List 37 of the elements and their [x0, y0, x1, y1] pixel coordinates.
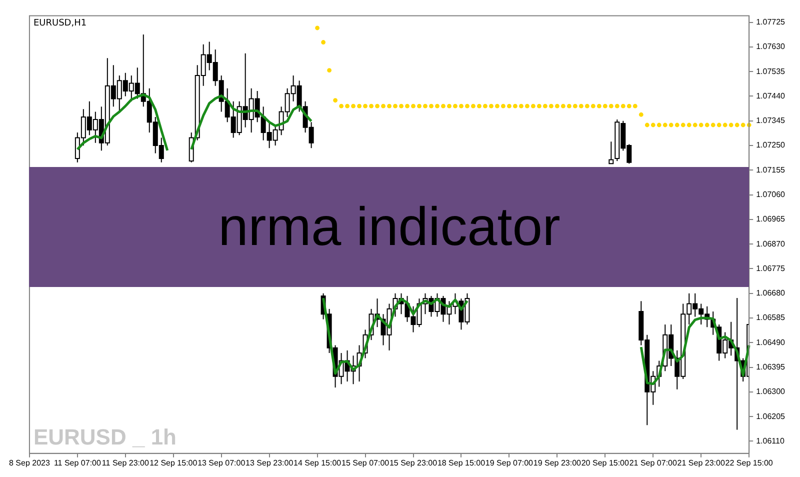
y-tick-label: 1.06110 [756, 436, 785, 446]
y-tick-label: 1.06775 [756, 264, 786, 273]
x-tick-label: 15 Sep 07:00 [341, 458, 390, 468]
x-tick-label: 21 Sep 23:00 [677, 458, 726, 468]
y-tick-label: 1.07440 [756, 91, 786, 100]
y-tick-label: 1.06870 [756, 239, 786, 248]
y-tick-label: 1.06395 [756, 362, 786, 372]
y-tick-label: 1.07535 [756, 66, 786, 76]
y-tick-label: 1.07630 [756, 42, 786, 52]
y-tick-label: 1.07250 [756, 140, 786, 150]
x-tick-label: 21 Sep 07:00 [629, 458, 678, 468]
y-tick-label: 1.07725 [756, 17, 786, 26]
y-tick-label: 1.07060 [756, 190, 786, 199]
x-tick-label: 11 Sep 07:00 [54, 458, 102, 468]
x-tick-label: 20 Sep 15:00 [581, 458, 630, 468]
y-tick-label: 1.06490 [756, 338, 786, 347]
y-tick-label: 1.06585 [756, 313, 786, 322]
y-tick-label: 1.07155 [756, 165, 786, 174]
x-tick-label: 18 Sep 15:00 [437, 458, 486, 468]
x-tick-label: 19 Sep 23:00 [533, 458, 582, 468]
y-tick-label: 1.06965 [756, 214, 786, 224]
y-tick-label: 1.07345 [756, 116, 786, 126]
x-tick-label: 13 Sep 23:00 [246, 458, 294, 468]
x-tick-label: 15 Sep 23:00 [389, 458, 438, 468]
y-tick-label: 1.06300 [756, 387, 786, 396]
x-tick-label: 19 Sep 07:00 [485, 458, 534, 468]
banner: nrma indicator [29, 167, 750, 287]
y-tick-label: 1.06680 [756, 288, 786, 298]
x-tick-label: 12 Sep 15:00 [150, 458, 198, 468]
y-tick-label: 1.06205 [756, 412, 786, 421]
x-tick-label: 11 Sep 23:00 [102, 458, 150, 468]
text: nrma indicator [218, 196, 560, 258]
x-tick-label: 22 Sep 15:00 [725, 458, 774, 468]
x-tick-label: 14 Sep 15:00 [294, 458, 342, 468]
x-tick-label: 13 Sep 07:00 [198, 458, 246, 468]
annotation: EURUSD,H1 [33, 18, 87, 29]
x-tick-label: 8 Sep 2023 [8, 458, 50, 468]
